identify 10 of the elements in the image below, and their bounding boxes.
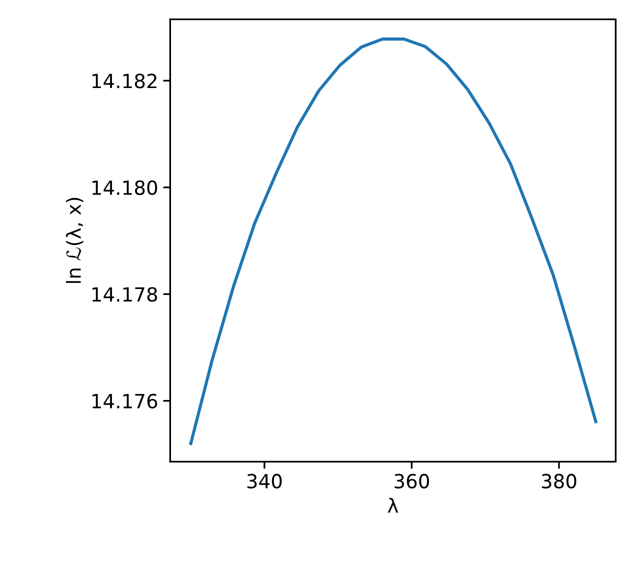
y-axis-title: ln ℒ(λ, x) <box>66 198 84 283</box>
x-tick-label: 360 <box>394 474 429 489</box>
x-tick-label: 340 <box>247 474 282 489</box>
y-tick-label: 14.178 <box>92 287 158 302</box>
x-axis-title: λ <box>388 498 398 513</box>
y-tick-label: 14.180 <box>92 180 158 196</box>
y-tick-label: 14.182 <box>92 74 156 88</box>
line-series <box>189 38 598 446</box>
x-tick-label: 380 <box>542 474 576 489</box>
y-tick-label: 14.176 <box>92 394 158 408</box>
